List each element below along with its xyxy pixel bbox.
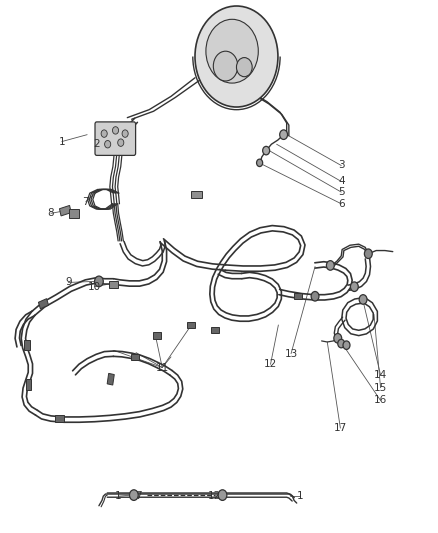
Bar [24, 340, 30, 351]
Text: 7: 7 [135, 491, 141, 501]
Text: 3: 3 [338, 160, 345, 171]
Circle shape [213, 51, 238, 81]
Circle shape [130, 490, 138, 500]
Circle shape [343, 341, 350, 350]
Bar [293, 293, 301, 300]
Text: 6: 6 [338, 199, 345, 209]
Circle shape [118, 139, 124, 147]
Circle shape [101, 130, 107, 138]
Bar [69, 209, 79, 217]
Text: 1: 1 [297, 491, 303, 501]
Text: 5: 5 [338, 187, 345, 197]
Circle shape [122, 130, 128, 138]
Circle shape [237, 58, 252, 77]
Bar [211, 327, 219, 334]
Text: 14: 14 [374, 370, 387, 380]
Bar [39, 298, 49, 309]
Bar [191, 191, 202, 198]
Circle shape [263, 147, 270, 155]
Circle shape [95, 276, 103, 287]
Circle shape [326, 261, 334, 270]
Bar [109, 281, 118, 288]
Text: 12: 12 [208, 491, 221, 501]
Text: 11: 11 [155, 362, 169, 373]
Text: 10: 10 [88, 282, 101, 292]
Text: 15: 15 [374, 383, 387, 393]
Circle shape [206, 19, 258, 83]
Text: 13: 13 [284, 349, 298, 359]
FancyBboxPatch shape [95, 122, 136, 156]
Circle shape [195, 6, 278, 107]
Circle shape [280, 130, 288, 140]
Text: 1: 1 [115, 491, 122, 501]
Circle shape [257, 159, 263, 166]
Text: 12: 12 [264, 359, 277, 369]
Text: 9: 9 [65, 278, 72, 287]
Circle shape [113, 127, 119, 134]
Bar [131, 354, 139, 360]
Text: 16: 16 [374, 395, 387, 406]
Bar [153, 333, 161, 339]
Bar [26, 379, 32, 390]
Circle shape [338, 340, 345, 348]
Bar [60, 205, 71, 216]
Circle shape [350, 282, 358, 292]
Circle shape [334, 334, 342, 343]
Bar [107, 373, 114, 385]
Text: 8: 8 [48, 208, 54, 219]
Circle shape [359, 295, 367, 304]
Bar [55, 415, 64, 422]
Circle shape [105, 141, 111, 148]
Circle shape [311, 292, 319, 301]
Circle shape [218, 490, 227, 500]
Text: 1: 1 [59, 136, 65, 147]
Circle shape [364, 249, 372, 259]
Text: 2: 2 [93, 139, 100, 149]
Text: 7: 7 [82, 197, 89, 207]
Bar [187, 322, 194, 328]
Text: 4: 4 [338, 176, 345, 187]
Text: 17: 17 [334, 423, 347, 433]
